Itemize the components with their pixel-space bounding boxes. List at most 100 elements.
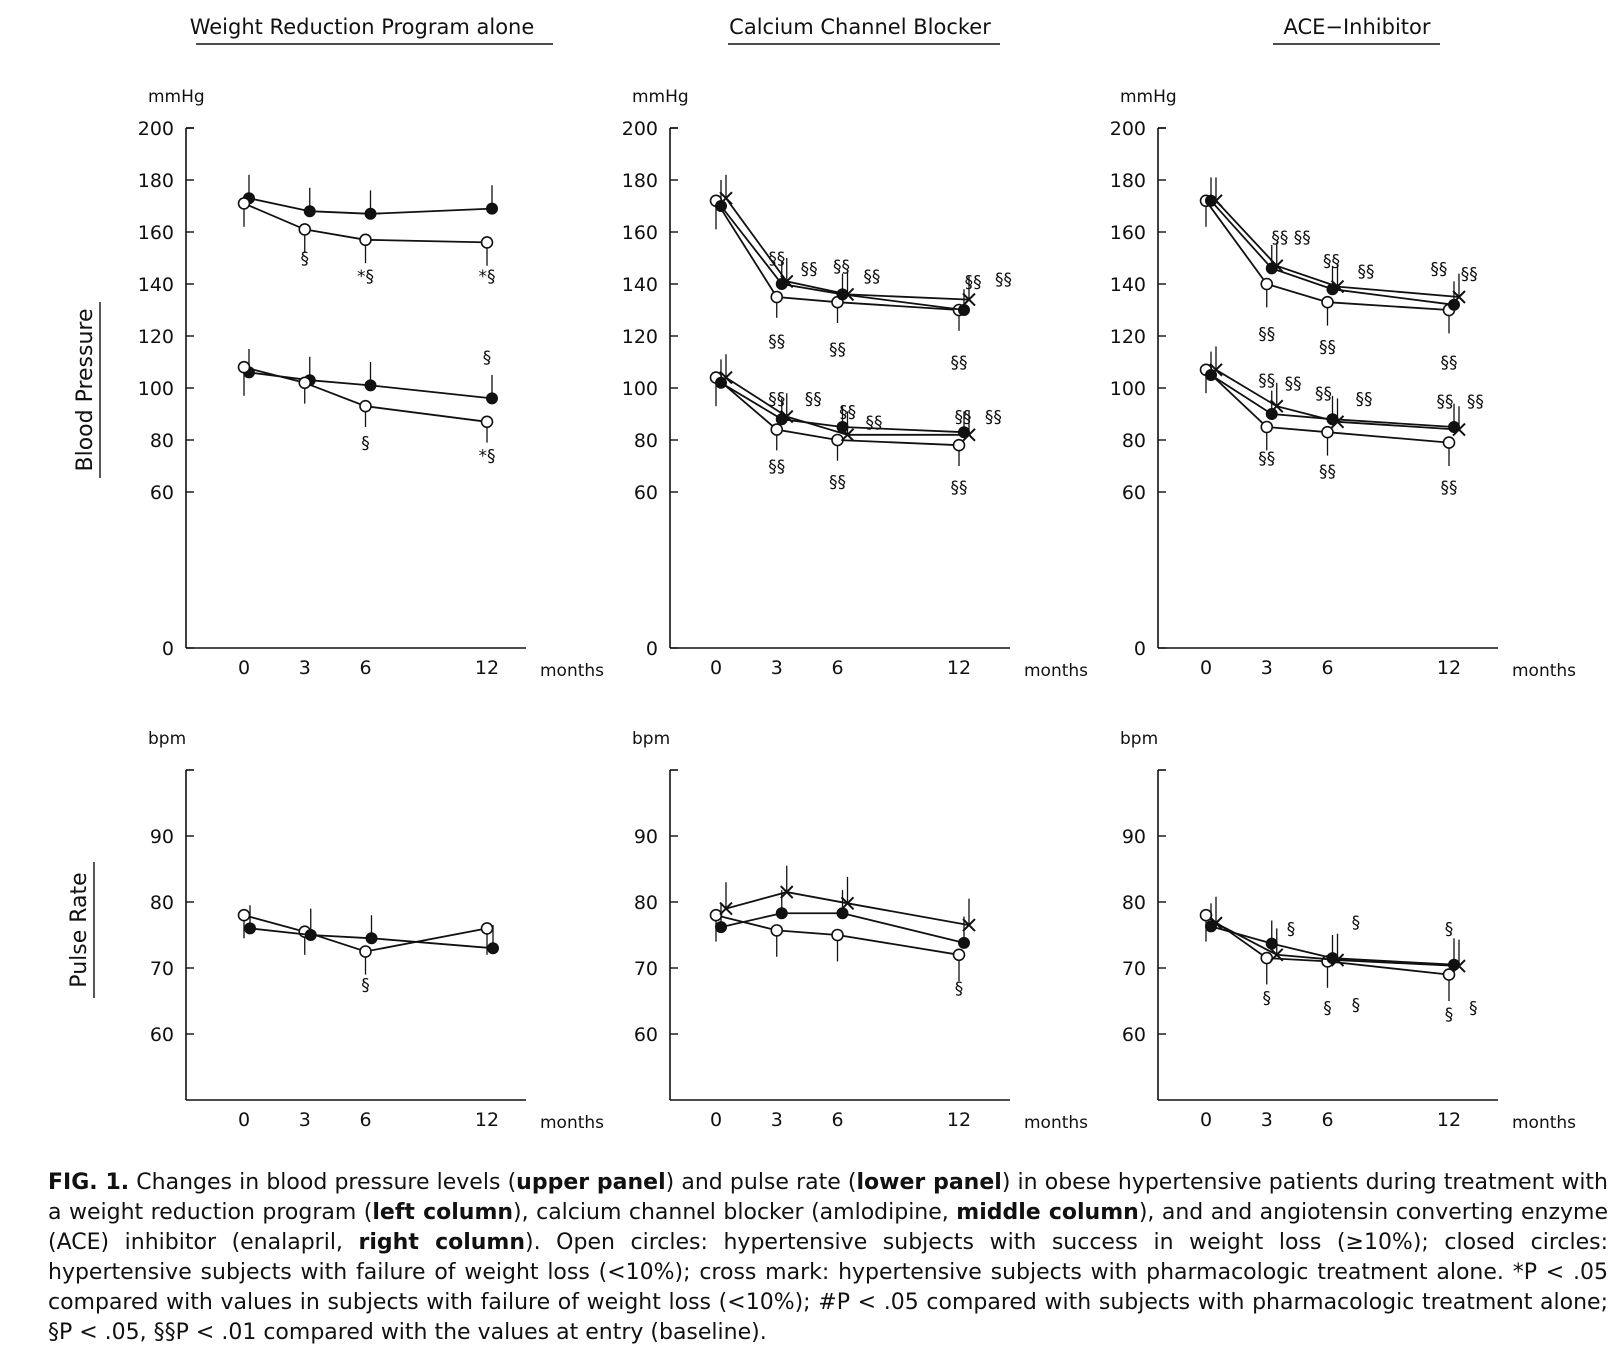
y-tick-label: 60 [150, 482, 174, 504]
data-point-open-circle [1321, 295, 1334, 309]
significance-annotation: § [1287, 919, 1296, 939]
data-point-closed-circle [365, 932, 378, 945]
caption-text: Changes in blood pressure levels ( [129, 1170, 517, 1195]
figure-caption: FIG. 1. Changes in blood pressure levels… [48, 1168, 1608, 1348]
data-point-cross [1452, 959, 1466, 973]
data-point-closed-circle [304, 929, 317, 941]
data-point-cross [1209, 194, 1223, 208]
y-tick-label: 80 [1122, 430, 1146, 452]
y-tick-label: 70 [1122, 958, 1146, 980]
x-unit-label: months [1512, 1113, 1576, 1133]
data-point-closed-circle [715, 921, 727, 934]
y-tick-label: 100 [622, 378, 658, 400]
significance-annotation: §§ [829, 340, 846, 360]
x-tick-label: 12 [1437, 657, 1461, 679]
significance-annotation: §§ [1441, 478, 1458, 498]
y-tick-label: 100 [138, 378, 174, 400]
y-tick-label: 90 [634, 826, 658, 848]
series-line-cross [725, 891, 970, 926]
significance-annotation: § [955, 979, 964, 999]
y-tick-label: 80 [1122, 892, 1146, 914]
x-tick-label: 12 [475, 657, 499, 679]
series-line-open-circle [1205, 914, 1450, 976]
x-tick-label: 12 [475, 1109, 499, 1131]
x-tick-label: 6 [359, 1109, 371, 1131]
x-tick-label: 6 [1321, 657, 1333, 679]
series-line-closed-circle [1210, 925, 1455, 966]
y-tick-label: 60 [150, 1024, 174, 1046]
data-point-open-circle [480, 922, 494, 935]
data-point-cross [1270, 399, 1284, 413]
caption-emphasis: middle column [956, 1200, 1139, 1225]
x-tick-label: 6 [831, 1109, 843, 1131]
data-point-closed-circle [486, 202, 498, 215]
data-point-open-circle [1321, 425, 1334, 439]
y-tick-label: 60 [1122, 1024, 1146, 1046]
y-tick-label: 80 [634, 892, 658, 914]
data-point-closed-circle [487, 942, 499, 955]
y-tick-label: 140 [1110, 274, 1146, 296]
data-point-cross [1209, 916, 1223, 930]
y-tick-label: 100 [1110, 378, 1146, 400]
significance-annotation: §§ [951, 478, 968, 498]
data-point-cross [840, 287, 855, 302]
y-tick-label: 120 [1110, 326, 1146, 348]
row-label-blood-pressure: Blood Pressure [73, 302, 101, 478]
data-point-cross [962, 918, 976, 932]
x-tick-label: 0 [238, 657, 250, 679]
x-tick-label: 0 [238, 1109, 250, 1131]
caption-emphasis: upper panel [516, 1170, 666, 1195]
x-tick-label: 12 [947, 657, 971, 679]
significance-annotation: § [1445, 919, 1454, 939]
chart-panel-lower-ace-inhibitor: bpm 60 70 80 90 0 3 6 12 months § § § § § § § § [1120, 729, 1576, 1133]
significance-annotation: §§ [768, 457, 785, 477]
series-line-closed-circle [1210, 200, 1455, 306]
data-point-closed-circle [364, 379, 377, 392]
significance-annotation: §§ [1357, 262, 1374, 282]
chart-panel-upper-calcium-channel-blocker: mmHg 0 60 80 100 120 140 160 180 200 0 3 6 12 months §§… [622, 87, 1088, 681]
data-point-cross [1330, 415, 1345, 429]
y-tick-label: 90 [150, 826, 174, 848]
column-title-ace-inhibitor: ACE−Inhibitor [1273, 15, 1440, 45]
series-line-open-circle [715, 376, 960, 447]
significance-annotation: §§ [1430, 259, 1447, 279]
y-tick-label: 70 [634, 958, 658, 980]
series-line-open-circle [243, 366, 488, 423]
caption-emphasis: right column [358, 1230, 526, 1255]
y-unit-label: bpm [148, 729, 186, 749]
x-tick-label: 6 [831, 657, 843, 679]
series-line-cross [725, 197, 970, 301]
caption-text: ). Open circles: hypertensive subjects w… [48, 1230, 1609, 1345]
caption-emphasis: lower panel [856, 1170, 1002, 1195]
significance-annotation: § [1445, 1005, 1454, 1025]
significance-annotation: § [361, 976, 370, 996]
column-title-weight-reduction: Weight Reduction Program alone [190, 15, 553, 45]
series-line-cross [1215, 369, 1460, 431]
significance-annotation: *§ [479, 267, 496, 287]
y-tick-label: 0 [162, 638, 174, 660]
series-line-open-circle [715, 200, 960, 311]
significance-annotation: §§ §§ [1271, 228, 1310, 248]
y-tick-label: 180 [1110, 170, 1146, 192]
data-point-open-circle [359, 945, 372, 958]
significance-annotation: § [1352, 995, 1361, 1015]
x-unit-label: months [540, 661, 604, 681]
series-line-open-circle [243, 202, 488, 244]
series-line-closed-circle [720, 205, 965, 311]
column-title-calcium-channel-blocker: Calcium Channel Blocker [728, 15, 1000, 45]
data-point-open-circle [1442, 436, 1456, 449]
significance-annotation: §§ [1258, 324, 1275, 344]
significance-annotation: §§ [951, 353, 968, 373]
data-point-cross [1330, 279, 1345, 294]
data-point-open-circle [952, 438, 966, 452]
significance-annotation: §§ [1315, 384, 1332, 404]
data-point-open-circle [480, 415, 494, 429]
x-unit-label: months [1512, 661, 1576, 681]
y-unit-label: mmHg [148, 87, 205, 107]
data-point-open-circle [1260, 951, 1274, 965]
x-tick-label: 12 [947, 1109, 971, 1131]
data-point-closed-circle [775, 907, 788, 920]
caption-text: ) and pulse rate ( [665, 1170, 857, 1195]
series-line-cross [1215, 922, 1460, 967]
